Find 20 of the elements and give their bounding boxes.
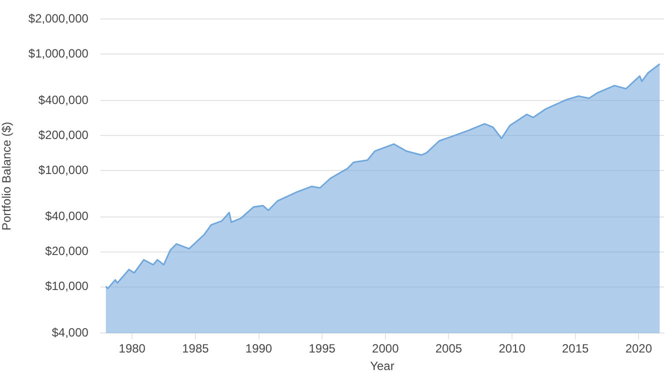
x-tick-label: 1980 [118, 342, 146, 356]
x-tick-label: 2000 [372, 342, 400, 356]
y-tick-label: $4,000 [52, 326, 89, 340]
x-tick-label: 2020 [625, 342, 652, 356]
y-tick-label: $200,000 [38, 128, 89, 142]
y-axis-title: Portfolio Balance ($) [0, 122, 14, 231]
y-tick-label: $1,000,000 [28, 46, 89, 61]
x-tick-label: 1985 [182, 342, 210, 356]
x-tick-label: 2015 [562, 342, 590, 356]
x-tick-label: 1990 [245, 342, 272, 356]
x-tick-label: 1995 [308, 342, 336, 356]
y-tick-label: $20,000 [45, 244, 89, 258]
y-tick-label: $2,000,000 [28, 12, 89, 26]
x-axis-title: Year [370, 359, 394, 374]
y-tick-label: $100,000 [38, 162, 89, 177]
x-tick-label: 2005 [435, 342, 462, 356]
y-tick-label: $400,000 [38, 92, 89, 107]
x-tick-label: 2010 [498, 342, 526, 356]
y-tick-label: $10,000 [45, 279, 89, 294]
y-tick-label: $40,000 [45, 209, 89, 224]
